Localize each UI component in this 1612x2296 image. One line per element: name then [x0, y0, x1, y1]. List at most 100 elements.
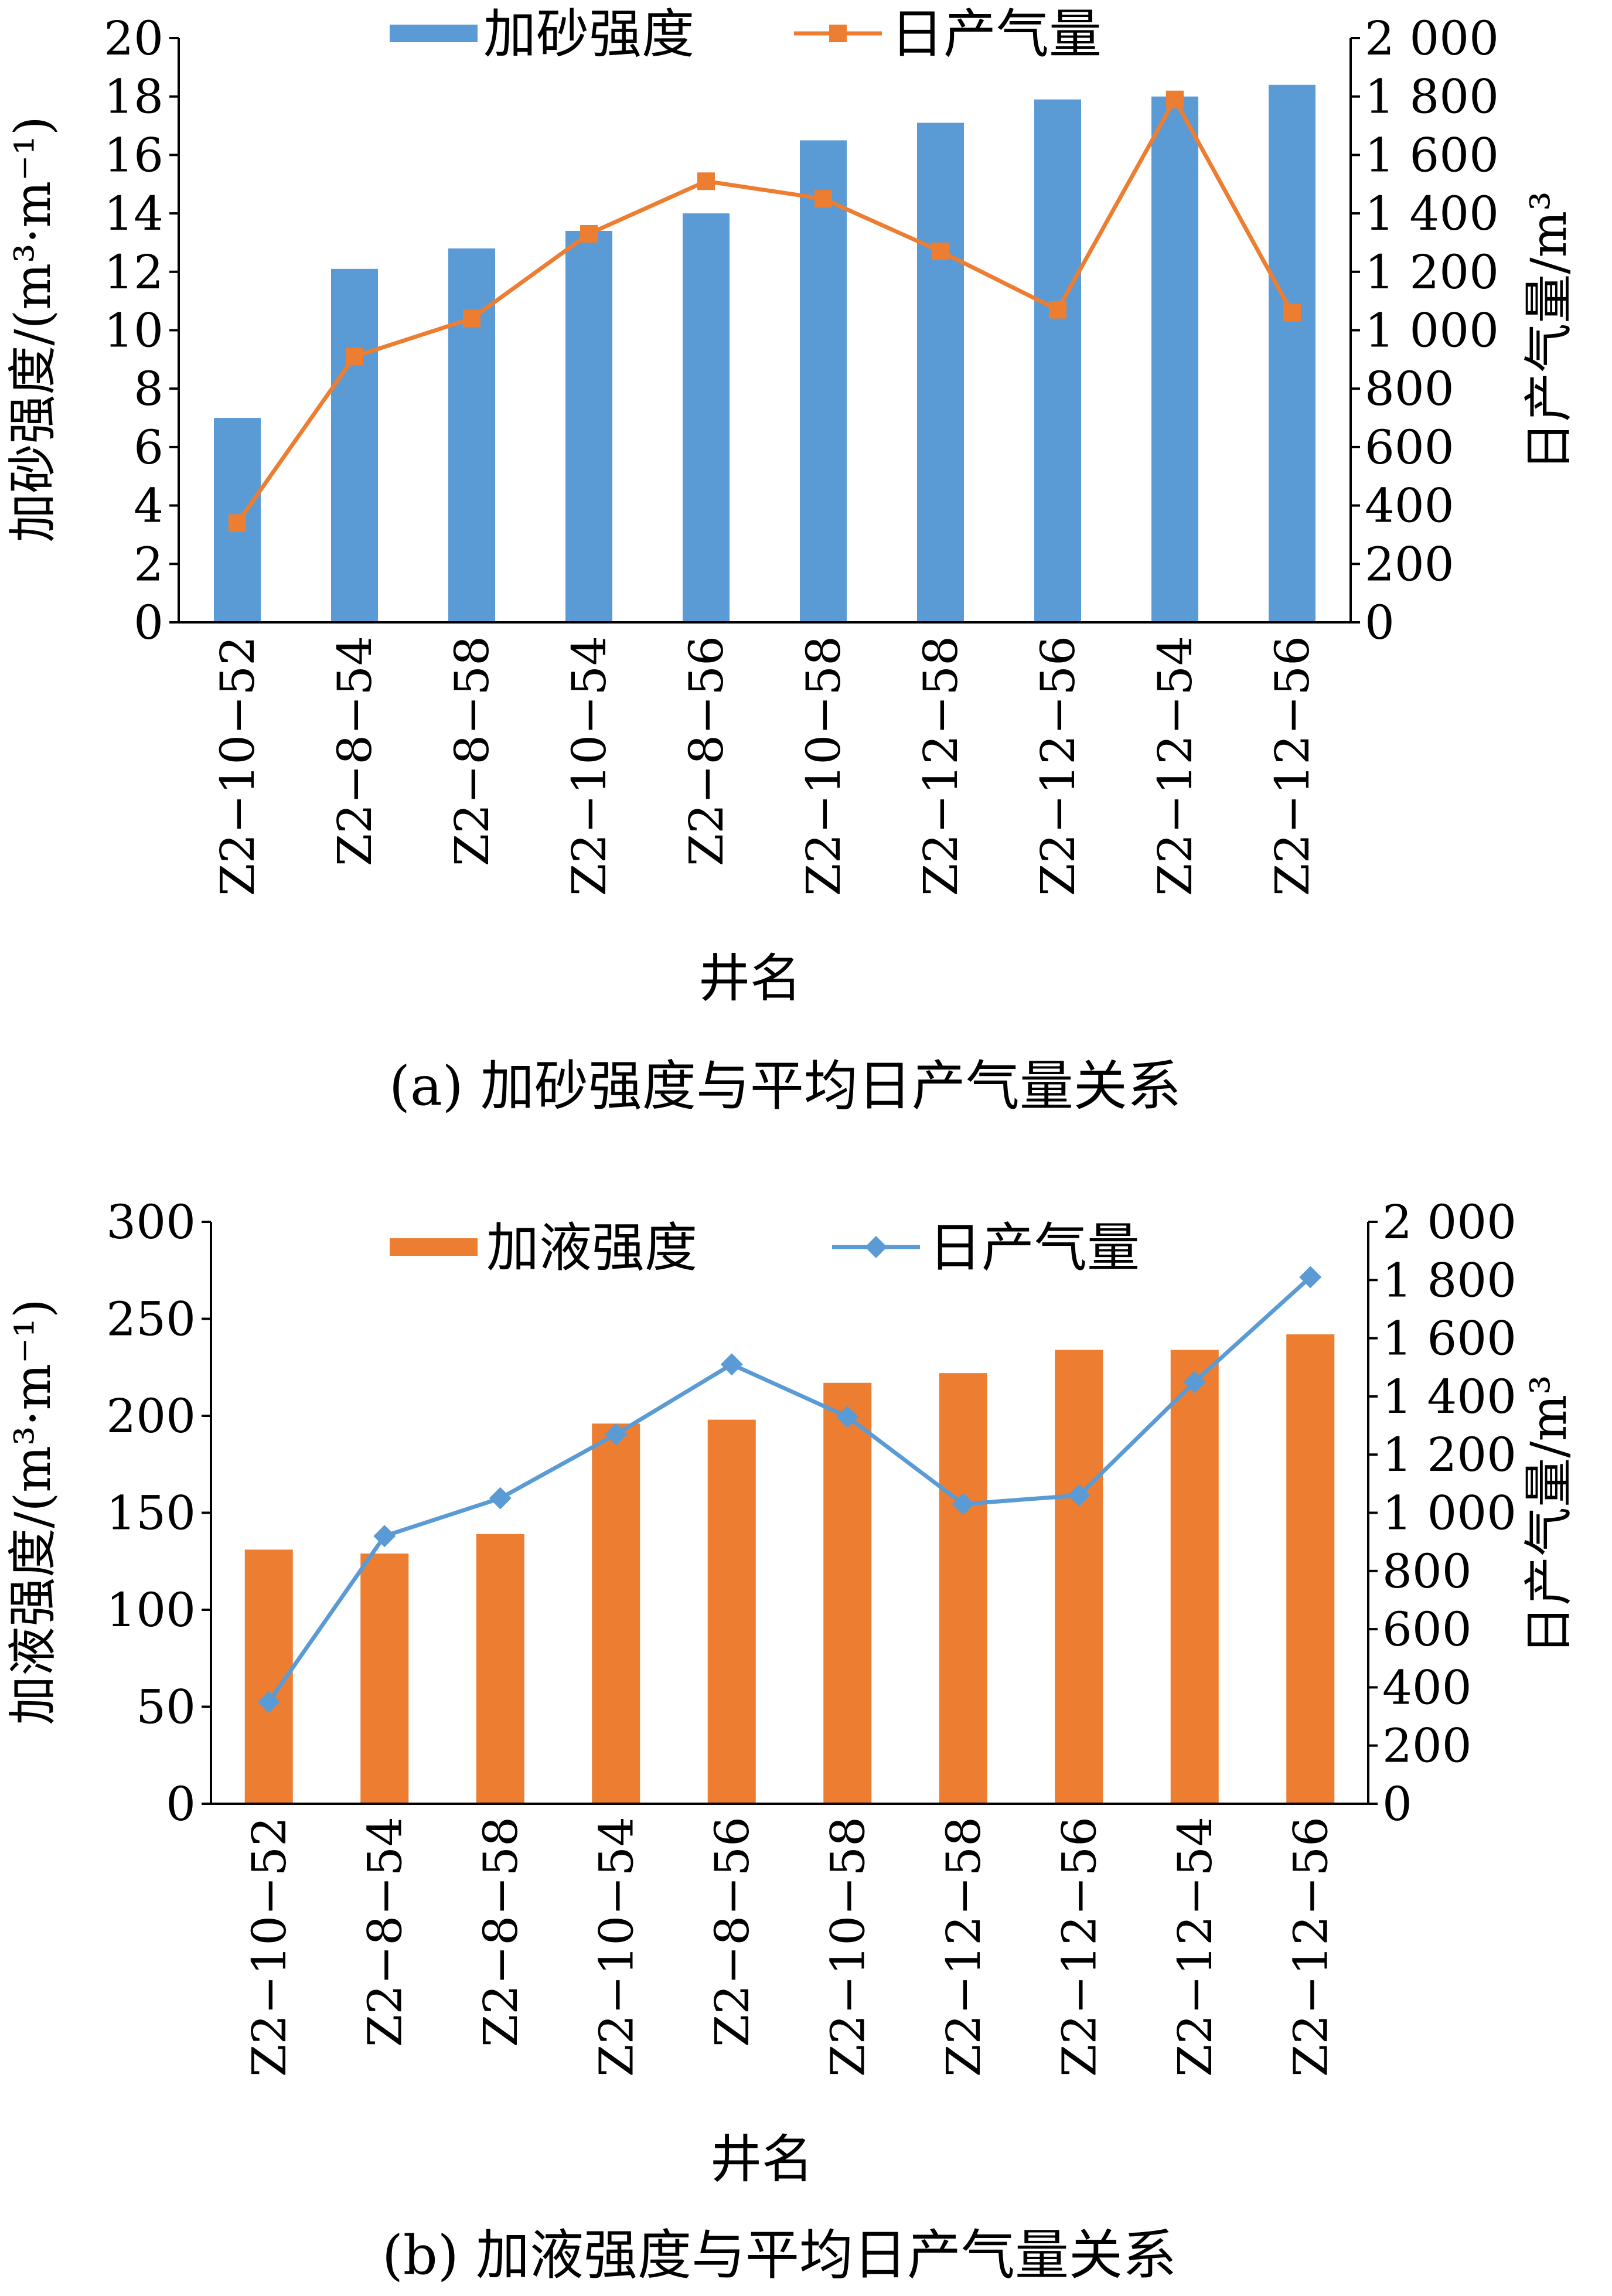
- chart-a-legend-bar-label: 加砂强度: [483, 4, 694, 65]
- chart-a-left-tick-label-8: 16: [104, 128, 163, 182]
- chart-a-left-tick-label-4: 8: [134, 362, 163, 416]
- chart-a-left-tick-label-5: 10: [104, 304, 163, 358]
- chart-b-point-5: [836, 1405, 859, 1428]
- chart-b-left-tick-labels: 0 50 100 150 200 250 300: [106, 1195, 196, 1831]
- chart-a-caption: (a) 加砂强度与平均日产气量关系: [389, 1055, 1181, 1118]
- chart-a-bar-3: [565, 231, 612, 622]
- chart-b-right-tick-label-6: 1 200: [1382, 1428, 1516, 1482]
- chart-b-right-tick-label-7: 1 400: [1382, 1370, 1516, 1424]
- chart-a-category-label-7: Z2−12−56: [1031, 636, 1085, 896]
- chart-b-category-label-8: Z2−12−54: [1168, 1817, 1222, 2077]
- chart-a-left-tick-label-7: 14: [104, 186, 163, 241]
- chart-a-right-tick-label-2: 400: [1365, 479, 1454, 533]
- chart-b-category-label-0: Z2−10−52: [242, 1817, 297, 2077]
- chart-a-left-tick-label-2: 4: [134, 479, 163, 533]
- chart-a-point-7: [1049, 301, 1066, 319]
- chart-a-right-tick-label-8: 1 600: [1365, 128, 1499, 182]
- chart-b-legend-line-label: 日产气量: [929, 1217, 1140, 1279]
- chart-b-category-label-7: Z2−12−56: [1052, 1817, 1106, 2077]
- chart-b-bar-5: [823, 1382, 872, 1804]
- chart-b-series-line: [267, 1275, 1312, 1704]
- chart-a-line: [229, 90, 1301, 532]
- chart-b-right-tick-label-1: 200: [1382, 1719, 1472, 1773]
- chart-a-point-3: [580, 224, 598, 243]
- chart-a-category-label-4: Z2−8−56: [679, 636, 734, 866]
- chart-a-category-labels: Z2−10−52 Z2−8−54 Z2−8−58 Z2−10−54 Z2−8−56 Z2−…: [210, 636, 1320, 896]
- chart-a-point-4: [697, 172, 715, 190]
- chart-a-right-tick-label-7: 1 400: [1365, 186, 1499, 241]
- chart-a-bar-5: [800, 140, 847, 623]
- chart-a-left-tick-label-10: 20: [104, 11, 163, 66]
- chart-a-category-label-0: Z2−10−52: [210, 636, 265, 896]
- chart-b-point-8: [1183, 1371, 1206, 1394]
- chart-b-left-tick-label-5: 250: [106, 1292, 196, 1347]
- chart-a-category-label-3: Z2−10−54: [562, 636, 616, 896]
- chart-b-bar-4: [707, 1419, 756, 1804]
- chart-b-legend-line-marker: [865, 1236, 887, 1258]
- chart-b-point-4: [720, 1353, 743, 1376]
- chart-b-point-2: [489, 1487, 512, 1510]
- chart-b-point-7: [1068, 1484, 1090, 1507]
- chart-a-point-8: [1166, 90, 1184, 108]
- chart-a-legend-bar-swatch: [390, 25, 478, 42]
- chart-a-bar-6: [917, 122, 964, 622]
- chart-b-y2label: 日产气量/m³: [1520, 1375, 1577, 1655]
- chart-b-point-0: [257, 1691, 280, 1714]
- chart-b-category-label-5: Z2−10−58: [820, 1817, 875, 2077]
- chart-b-point-6: [952, 1493, 974, 1515]
- chart-a-left-tick-label-9: 18: [104, 70, 163, 124]
- chart-a-left-tick-label-6: 12: [104, 245, 163, 299]
- chart-b-bar-7: [1055, 1350, 1103, 1804]
- chart-a-right-tick-label-3: 600: [1365, 420, 1454, 475]
- chart-b-right-tick-label-3: 600: [1382, 1602, 1472, 1657]
- chart-b-legend: 加液强度 日产气量: [390, 1217, 1140, 1279]
- chart-a-left-tick-label-3: 6: [134, 420, 163, 475]
- chart-b-left-tick-label-0: 0: [166, 1777, 196, 1831]
- chart-b-point-9: [1299, 1266, 1322, 1289]
- chart-a-xlabel: 井名: [698, 948, 802, 1009]
- chart-b-bar-2: [476, 1534, 524, 1804]
- chart-b-point-1: [373, 1525, 396, 1548]
- chart-a-right-tick-label-5: 1 000: [1365, 304, 1499, 358]
- chart-b-left-tick-label-4: 200: [106, 1389, 196, 1443]
- chart-a-point-5: [814, 190, 832, 208]
- chart-b-right-tick-label-4: 800: [1382, 1544, 1472, 1599]
- chart-a-point-6: [932, 242, 949, 260]
- chart-b-ylabel: 加液强度/(m³·m⁻¹): [4, 1299, 62, 1725]
- chart-a-point-2: [463, 309, 480, 328]
- chart-a-bar-4: [683, 213, 730, 623]
- chart-a-category-label-2: Z2−8−58: [445, 636, 499, 866]
- chart-a-category-label-1: Z2−8−54: [328, 636, 382, 866]
- chart-b-category-label-1: Z2−8−54: [357, 1817, 412, 2047]
- chart-a-bar-9: [1269, 84, 1315, 622]
- chart-a-category-label-5: Z2−10−58: [796, 636, 851, 896]
- chart-a-series-line: [236, 97, 1294, 524]
- chart-b-legend-bar-label: 加液强度: [486, 1217, 697, 1279]
- chart-a-category-label-6: Z2−12−58: [914, 636, 968, 896]
- chart-a-ylabel: 加砂强度/(m³·m⁻¹): [4, 116, 62, 543]
- chart-b-xlabel: 井名: [710, 2129, 813, 2189]
- chart-a-category-label-9: Z2−12−56: [1265, 636, 1320, 896]
- chart-b-line: [257, 1266, 1322, 1714]
- chart-b-category-label-2: Z2−8−58: [473, 1817, 528, 2047]
- chart-b-left-tick-label-6: 300: [106, 1195, 196, 1249]
- chart-a-right-tick-label-6: 1 200: [1365, 245, 1499, 299]
- chart-a-left-tick-label-0: 0: [134, 595, 163, 650]
- chart-a-bars: [214, 84, 1315, 623]
- chart-a-y2label: 日产气量/m³: [1520, 191, 1577, 471]
- chart-b-caption: (b) 加液强度与平均日产气量关系: [382, 2224, 1177, 2287]
- chart-b-bar-3: [592, 1423, 640, 1804]
- chart-a-point-0: [229, 514, 246, 532]
- chart-b-legend-bar-swatch: [390, 1238, 478, 1256]
- chart-a-bar-7: [1034, 99, 1081, 622]
- chart-b-bar-8: [1170, 1350, 1219, 1804]
- chart-b-axes: [202, 1221, 1378, 1805]
- chart-a-legend: 加砂强度 日产气量: [390, 4, 1102, 65]
- chart-a-legend-line-marker: [829, 25, 847, 42]
